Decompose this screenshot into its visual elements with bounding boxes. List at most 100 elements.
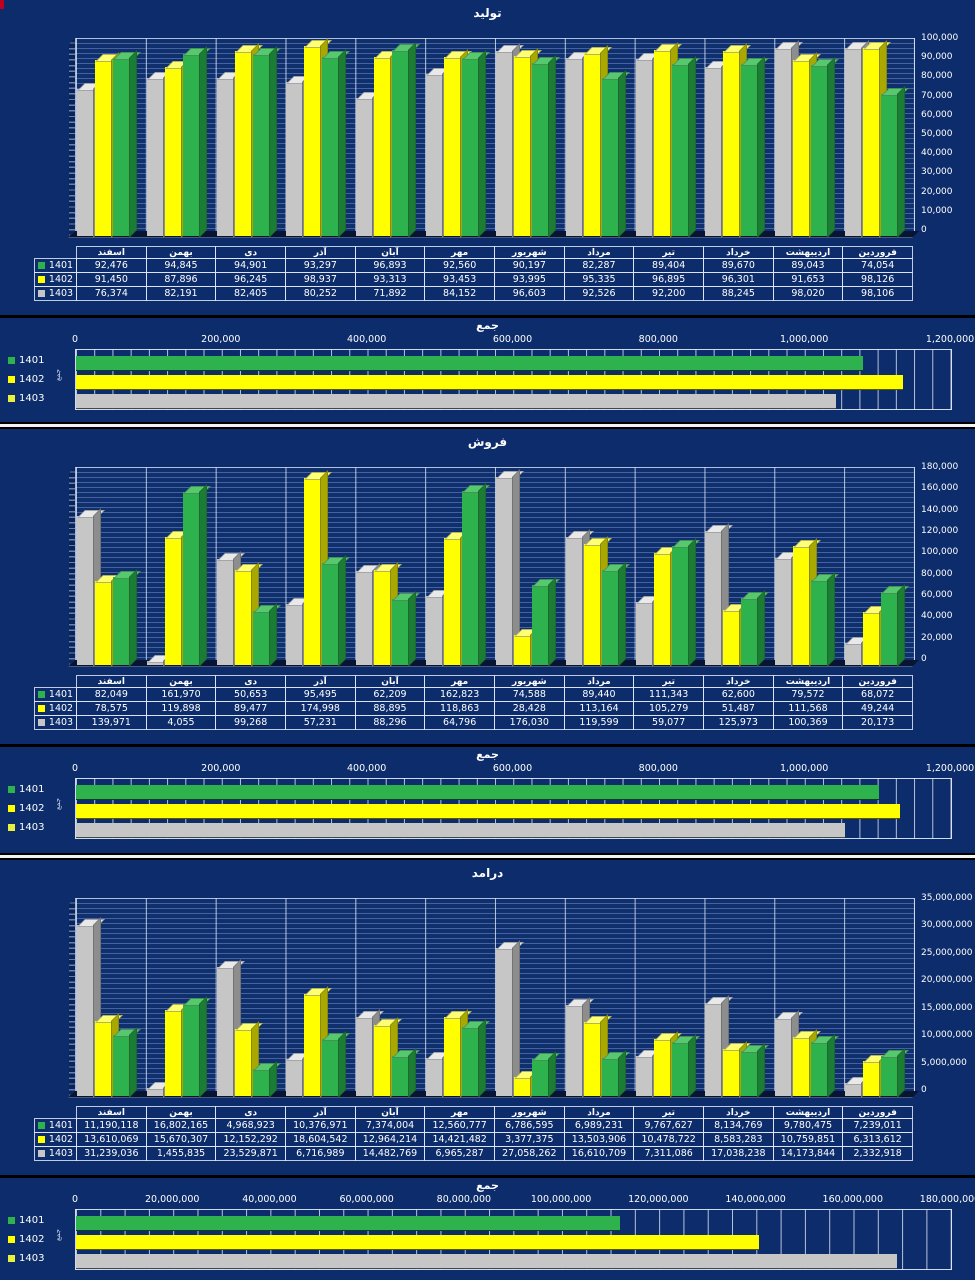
legend-swatch (37, 262, 45, 269)
column-bar (881, 85, 910, 238)
column-bar (811, 1034, 840, 1098)
column-bar (495, 469, 524, 667)
sum-chart-title: جمع (476, 1179, 499, 1192)
year-label: 1402 (19, 803, 45, 814)
sales-section: فروش 0 20,000 40,000 60,000 80,000 100,000 120… (0, 429, 975, 853)
column-bar (601, 70, 630, 238)
value-axis-label: 100,000 (921, 33, 959, 43)
section-divider (0, 422, 975, 429)
year-label: 1401 (19, 784, 45, 795)
column-bar (164, 1002, 193, 1098)
sum-legend-item: 1401 (8, 355, 44, 366)
column-bar (793, 537, 822, 667)
column-bar (112, 1026, 141, 1098)
category-axis-label: جمع (54, 797, 63, 811)
column-bar (793, 1028, 822, 1098)
column-bar (234, 561, 263, 667)
column-bar (705, 522, 734, 667)
legend-swatch (37, 719, 45, 726)
year-label: 1402 (48, 273, 74, 285)
column-bar (811, 572, 840, 667)
value-axis-label: 80,000 (921, 71, 953, 82)
table-row: 1401 92,476 94,845 94,901 93,297 96,893 92,560… (34, 258, 913, 273)
sum-bar (76, 394, 837, 409)
section-title-production: تولید (473, 6, 502, 20)
year-label: 1402 (48, 1133, 74, 1145)
sum-axis-tick-label: 120,000,000 (628, 1194, 689, 1205)
column-bar (723, 43, 752, 238)
income-section: درامد 0 5,000,000 10,000,000 15,000,000 20,0… (0, 860, 975, 1280)
sales-sum-chart: 0 200,000 400,000 600,000 800,000 1,000,000 1,… (0, 429, 975, 853)
column-bar (76, 81, 105, 238)
income-column-chart: 0 5,000,000 10,000,000 15,000,000 20,000,000… (0, 860, 975, 1280)
value-axis-label: 0 (921, 654, 927, 664)
sum-legend-item: 1403 (8, 393, 44, 404)
value-axis-label: 80,000 (921, 568, 953, 579)
year-label: 1403 (48, 287, 74, 299)
table-row: 1402 78,575 119,898 89,477 174,998 88,895 118,… (34, 701, 913, 716)
column-bar (881, 1048, 910, 1098)
column-bar (462, 50, 491, 238)
sum-legend-item: 1401 (8, 784, 44, 795)
sum-bar (76, 1216, 621, 1231)
sum-axis-tick-label: 180,000,000 (919, 1194, 975, 1205)
column-bar (462, 1019, 491, 1098)
sum-axis-tick-label: 140,000,000 (725, 1194, 786, 1205)
column-bar (635, 1047, 664, 1098)
column-bar (234, 43, 263, 238)
column-bar (531, 54, 560, 238)
column-bar (182, 45, 211, 238)
section-title-income: درامد (471, 866, 504, 880)
legend-swatch (8, 357, 15, 364)
column-bar (304, 470, 333, 667)
year-label: 1403 (48, 716, 74, 728)
column-bar (392, 41, 421, 238)
column-bar (793, 52, 822, 238)
value-axis-label: 20,000 (921, 186, 953, 197)
year-label: 1401 (19, 1215, 45, 1226)
column-bar (164, 529, 193, 667)
sum-axis-tick-label: 800,000 (638, 763, 678, 774)
sum-bar (76, 1235, 759, 1250)
year-label: 1403 (19, 822, 45, 833)
value-cell: 20,173 (842, 715, 913, 730)
sum-axis-tick-label: 1,000,000 (779, 334, 829, 345)
year-label: 1402 (19, 1234, 45, 1245)
column-bar (723, 1040, 752, 1098)
value-axis-label: 140,000 (921, 504, 959, 515)
value-axis-label: 160,000 (921, 483, 959, 494)
column-bar (252, 45, 281, 238)
column-bar (146, 70, 175, 238)
column-bar (252, 602, 281, 667)
sum-bar (76, 823, 846, 838)
column-bar (495, 42, 524, 238)
sum-bar (76, 804, 900, 819)
column-bar (426, 66, 455, 238)
column-bar (374, 1016, 403, 1098)
column-bar (845, 1075, 874, 1098)
column-bar (583, 536, 612, 667)
year-label: 1401 (48, 1119, 74, 1131)
column-bar (513, 47, 542, 238)
sum-bar (76, 785, 879, 800)
column-bar (565, 50, 594, 238)
corner-red-mark (0, 0, 4, 9)
production-sum-chart: 0 200,000 400,000 600,000 800,000 1,000,000 1,… (0, 0, 975, 422)
sum-axis-tick-label: 20,000,000 (145, 1194, 200, 1205)
sum-legend-item: 1402 (8, 374, 44, 385)
value-axis-label: 30,000 (921, 167, 953, 178)
column-bar (863, 1053, 892, 1098)
column-bar (845, 635, 874, 667)
value-axis-label: 10,000 (921, 205, 953, 216)
column-bar (426, 587, 455, 667)
sum-axis-tick-label: 0 (71, 763, 79, 774)
legend-swatch (8, 786, 15, 793)
sum-bar (76, 375, 903, 390)
sum-chart-title: جمع (476, 319, 499, 332)
income-sum-chart: 0 20,000,000 40,000,000 60,000,000 80,000,00… (0, 860, 975, 1280)
legend-swatch (8, 395, 15, 402)
column-bar (94, 573, 123, 667)
value-axis-label: 40,000 (921, 611, 953, 622)
value-axis-label: 100,000 (921, 547, 959, 558)
